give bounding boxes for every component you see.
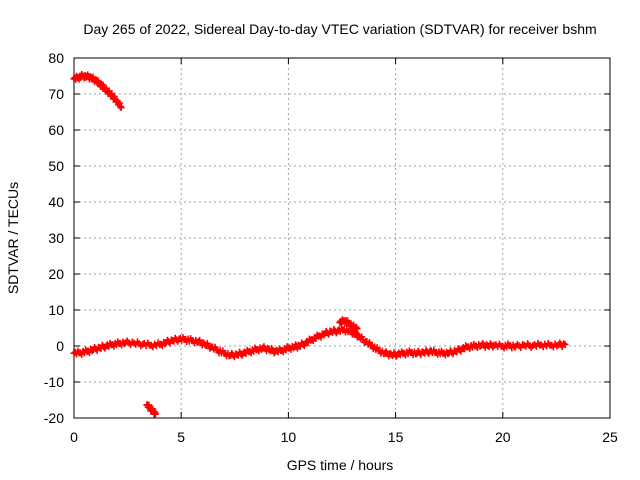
data-point <box>367 341 375 349</box>
axis-tick-labels: 0 5 10 15 20 25 -20 -10 0 10 20 30 40 50 60 70 80 <box>44 50 618 445</box>
y-tick-label: 80 <box>48 50 64 66</box>
data-point <box>320 331 328 339</box>
series-mid-spike <box>336 316 361 334</box>
data-point <box>560 340 568 348</box>
y-tick-label: 50 <box>48 158 64 174</box>
y-tick-label: 0 <box>56 338 64 354</box>
y-tick-label: 10 <box>48 302 64 318</box>
x-tick-label: 0 <box>70 429 78 445</box>
y-tick-label: 70 <box>48 86 64 102</box>
x-tick-label: 25 <box>602 429 618 445</box>
data-point <box>151 410 159 418</box>
data-point <box>561 341 569 349</box>
y-tick-label: 30 <box>48 230 64 246</box>
x-tick-label: 20 <box>495 429 511 445</box>
y-tick-label: 40 <box>48 194 64 210</box>
y-axis-label: SDTVAR / TECUs <box>5 182 21 294</box>
y-tick-label: 20 <box>48 266 64 282</box>
y-tick-label: 60 <box>48 122 64 138</box>
data-markers <box>70 70 569 418</box>
data-point <box>117 104 125 112</box>
data-point <box>353 325 361 333</box>
series-main <box>70 324 569 361</box>
x-tick-label: 10 <box>281 429 297 445</box>
chart-title: Day 265 of 2022, Sidereal Day-to-day VTE… <box>83 21 596 37</box>
series-short-negative <box>143 401 159 418</box>
y-tick-label: -10 <box>44 374 64 390</box>
axis-ticks <box>73 57 611 419</box>
x-tick-label: 15 <box>388 429 404 445</box>
x-tick-label: 5 <box>177 429 185 445</box>
data-point <box>352 323 360 331</box>
y-tick-label: -20 <box>44 410 64 426</box>
series-early-high <box>70 70 125 112</box>
data-point <box>116 102 124 110</box>
x-axis-label: GPS time / hours <box>287 457 394 473</box>
